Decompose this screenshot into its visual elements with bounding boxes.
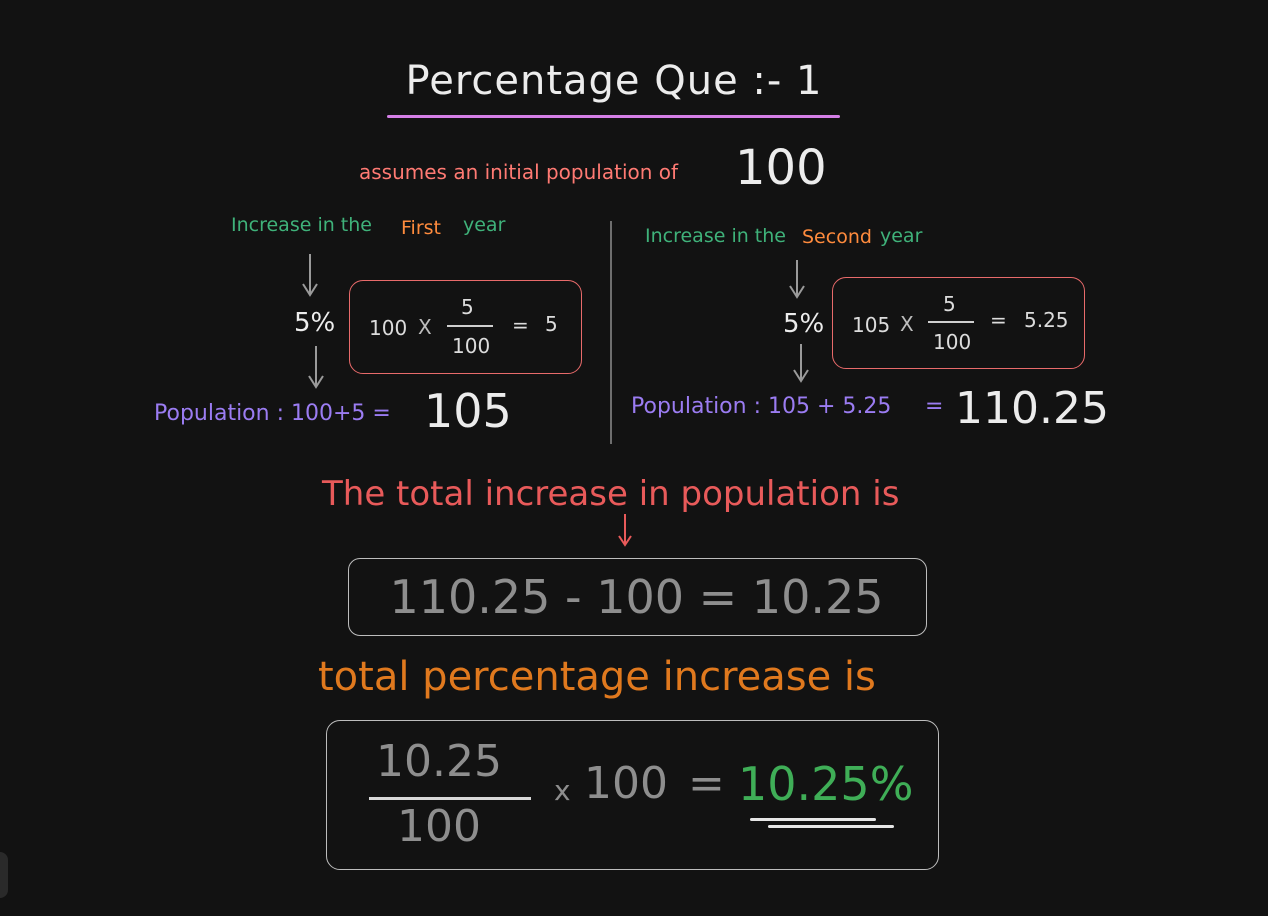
fraction-line: [447, 325, 493, 327]
first-year-label-suffix: year: [463, 214, 506, 236]
multiply-icon: x: [554, 774, 571, 807]
percentage-numerator: 10.25: [376, 736, 502, 787]
page-title: Percentage Que :- 1: [405, 58, 823, 104]
first-year-calc-base: 100: [369, 316, 408, 340]
fraction-line: [928, 321, 974, 323]
first-year-label-prefix: Increase in the: [231, 214, 372, 236]
total-increase-box: [348, 558, 927, 636]
second-year-calc-box: [832, 277, 1085, 369]
second-year-population-result: 110.25: [955, 383, 1109, 434]
first-year-population-label: Population : 100+5 =: [154, 401, 391, 426]
arrow-down-icon: [308, 346, 324, 389]
first-year-population-result: 105: [424, 384, 512, 438]
second-year-rate: 5%: [783, 309, 825, 339]
total-percentage-box: [326, 720, 939, 870]
multiply-icon: X: [418, 315, 432, 339]
answer-underline: [750, 818, 876, 821]
percentage-denominator: 100: [397, 801, 481, 852]
arrow-down-icon: [302, 254, 318, 297]
corner-tab: [0, 852, 8, 898]
equals-sign: =: [688, 758, 725, 809]
total-increase-equation: 110.25 - 100 = 10.25: [389, 570, 884, 624]
final-answer: 10.25%: [738, 757, 914, 811]
second-year-population-equals: =: [925, 394, 944, 419]
arrow-down-icon: [618, 514, 632, 547]
second-year-calc-denominator: 100: [933, 330, 972, 354]
total-percentage-heading: total percentage increase is: [318, 654, 876, 700]
fraction-line: [369, 797, 531, 800]
first-year-rate: 5%: [294, 308, 336, 338]
arrow-down-icon: [793, 344, 809, 383]
second-year-calc-result: 5.25: [1024, 308, 1069, 332]
title-underline: [387, 115, 840, 118]
percentage-multiplier: 100: [584, 758, 668, 809]
equals-sign: =: [512, 313, 529, 337]
second-year-calc-numerator: 5: [943, 292, 956, 316]
first-year-label-highlight: First: [401, 217, 441, 239]
first-year-calc-denominator: 100: [452, 334, 491, 358]
multiply-icon: X: [900, 312, 914, 336]
first-year-calc-numerator: 5: [461, 295, 474, 319]
intro-value: 100: [735, 140, 827, 196]
second-year-label-prefix: Increase in the: [645, 225, 786, 247]
column-divider: [610, 221, 612, 444]
answer-underline: [768, 825, 894, 828]
total-increase-heading: The total increase in population is: [322, 474, 900, 514]
equals-sign: =: [990, 308, 1007, 332]
intro-text: assumes an initial population of: [359, 160, 679, 184]
arrow-down-icon: [789, 260, 805, 299]
second-year-population-label: Population : 105 + 5.25: [631, 394, 892, 419]
first-year-calc-result: 5: [545, 312, 558, 336]
second-year-label-suffix: year: [880, 225, 923, 247]
second-year-label-highlight: Second: [802, 226, 872, 248]
first-year-calc-box: [349, 280, 582, 374]
second-year-calc-base: 105: [852, 313, 891, 337]
